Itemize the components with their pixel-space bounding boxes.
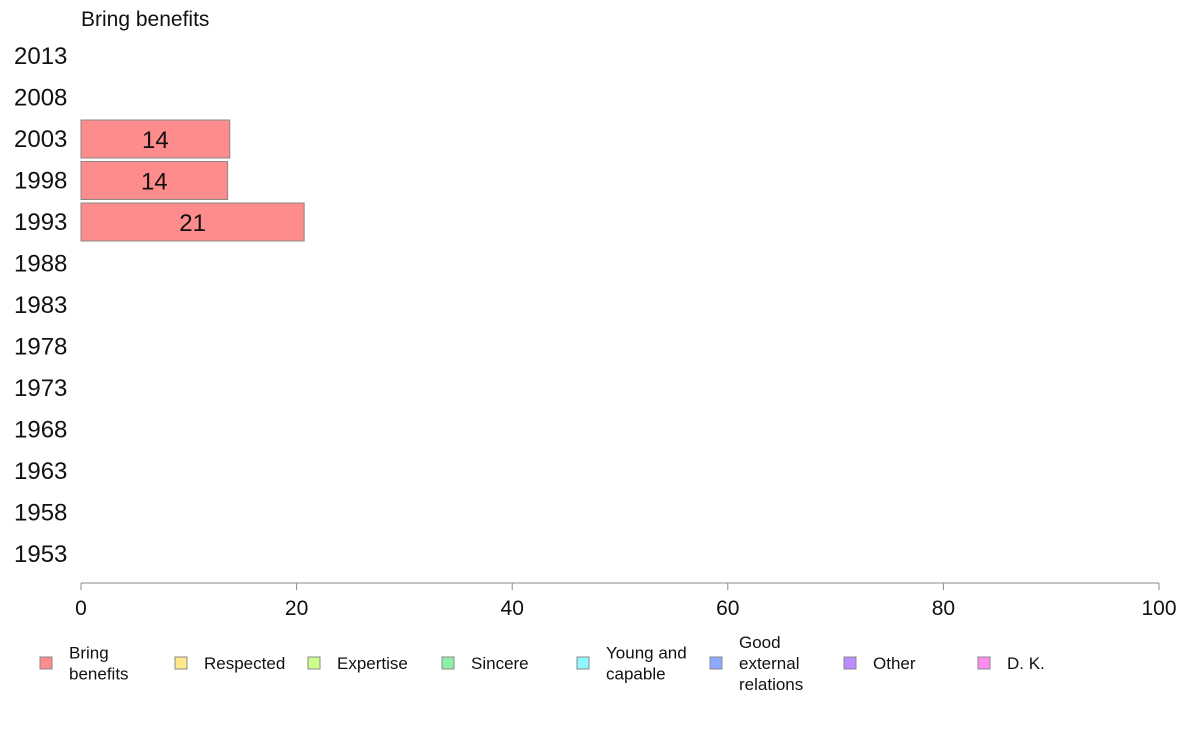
x-tick-label-80: 80: [932, 597, 955, 620]
y-tick-label-2003: 2003: [14, 126, 67, 153]
legend-label-6: Good external relations: [739, 633, 803, 694]
y-tick-label-2008: 2008: [14, 85, 67, 112]
y-tick-label-1963: 1963: [14, 458, 67, 485]
x-axis: 0 20 40 60 80 100: [75, 582, 1177, 620]
y-tick-label-1968: 1968: [14, 417, 67, 444]
y-tick-label-1983: 1983: [14, 292, 67, 319]
legend-swatch-8: [977, 656, 991, 670]
data-label-1993: 21: [179, 210, 206, 237]
chart-title: Bring benefits: [81, 8, 209, 31]
legend-swatch-5: [576, 656, 590, 670]
legend-label-8: D. K.: [1007, 654, 1045, 673]
legend-swatch-6: [709, 656, 723, 670]
x-tick-label-20: 20: [285, 597, 308, 620]
legend-label-1: Bring benefits: [69, 644, 129, 684]
y-tick-label-1993: 1993: [14, 209, 67, 236]
x-tick-label-100: 100: [1141, 597, 1176, 620]
legend-swatch-2: [174, 656, 188, 670]
y-tick-label-1958: 1958: [14, 500, 67, 527]
legend-label-2: Respected: [204, 654, 285, 673]
legend-label-3: Expertise: [337, 654, 408, 673]
legend-swatch-4: [441, 656, 455, 670]
y-tick-label-1998: 1998: [14, 168, 67, 195]
x-tick-label-40: 40: [501, 597, 524, 620]
y-tick-label-2013: 2013: [14, 43, 67, 70]
bar-2003: [80, 119, 231, 159]
y-tick-label-1953: 1953: [14, 541, 67, 568]
legend-label-4: Sincere: [471, 654, 529, 673]
legend-swatch-7: [843, 656, 857, 670]
x-tick-label-60: 60: [716, 597, 739, 620]
y-axis-ticks: 2013 2008 2003 1998 1993 1988 1983 1978 1973 1968…: [14, 43, 67, 568]
bar-1998: [80, 161, 229, 200]
bars-group: 14 14 21: [80, 119, 305, 242]
data-label-2003: 14: [142, 127, 169, 154]
data-label-1998: 14: [141, 169, 168, 196]
legend: Bring benefits Respected Expertise Sincere Yo…: [39, 633, 1045, 694]
legend-label-5: Young and capable: [606, 644, 687, 684]
y-tick-label-1988: 1988: [14, 251, 67, 278]
legend-swatch-1: [39, 656, 53, 670]
bar-1993: [80, 202, 305, 242]
y-tick-label-1973: 1973: [14, 375, 67, 402]
x-tick-label-0: 0: [75, 597, 87, 620]
legend-label-7: Other: [873, 654, 916, 673]
legend-swatch-3: [307, 656, 321, 670]
y-tick-label-1978: 1978: [14, 334, 67, 361]
